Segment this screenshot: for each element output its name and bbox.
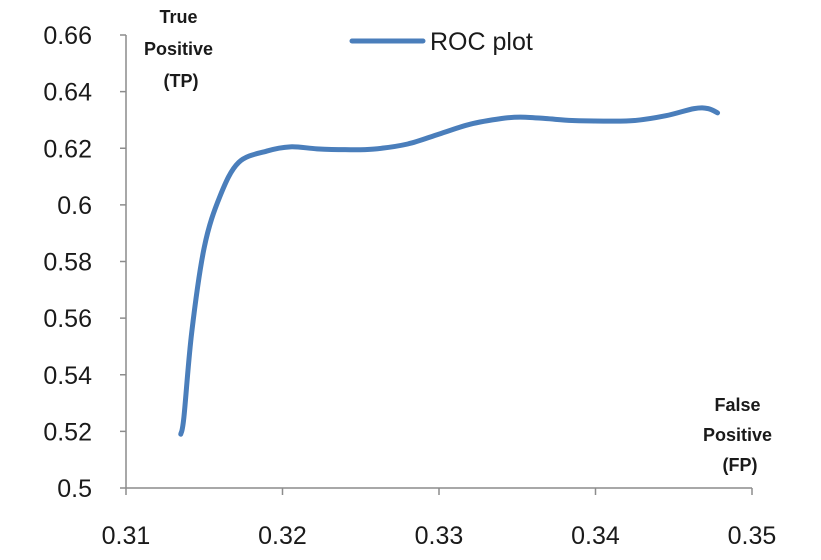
x-axis-label-line: (FP): [723, 455, 758, 475]
legend-label: ROC plot: [430, 28, 533, 56]
x-tick-label: 0.31: [102, 522, 151, 550]
roc-series-line: [178, 105, 721, 437]
y-axis-label-line: (TP): [164, 71, 199, 91]
y-tick-label: 0.66: [43, 22, 92, 50]
y-axis-label-line: Positive: [144, 39, 213, 59]
y-tick-label: 0.62: [43, 135, 92, 163]
y-tick-label: 0.56: [43, 305, 92, 333]
x-tick-label: 0.34: [571, 522, 620, 550]
x-axis-label-line: Positive: [703, 425, 772, 445]
y-tick-label: 0.58: [43, 249, 92, 277]
y-axis-label: True Positive (TP): [144, 7, 218, 91]
y-ticks: 0.5 0.52 0.54 0.56 0.58 0.6 0.62 0.64 0.66: [43, 22, 126, 503]
x-ticks: 0.31 0.32 0.33 0.34 0.35: [102, 488, 777, 550]
x-tick-label: 0.33: [415, 522, 464, 550]
y-tick-label: 0.64: [43, 79, 92, 107]
y-tick-label: 0.54: [43, 362, 92, 390]
y-tick-label: 0.52: [43, 418, 92, 446]
x-tick-label: 0.32: [258, 522, 307, 550]
y-tick-label: 0.6: [57, 192, 92, 220]
x-axis-label: False Positive (FP): [703, 395, 777, 475]
x-tick-label: 0.35: [728, 522, 777, 550]
axes: [125, 35, 752, 489]
legend: ROC plot: [349, 28, 533, 56]
y-axis-label-line: True: [159, 7, 197, 27]
x-axis-label-line: False: [714, 395, 760, 415]
y-tick-label: 0.5: [57, 475, 92, 503]
series-layer: [178, 105, 721, 437]
